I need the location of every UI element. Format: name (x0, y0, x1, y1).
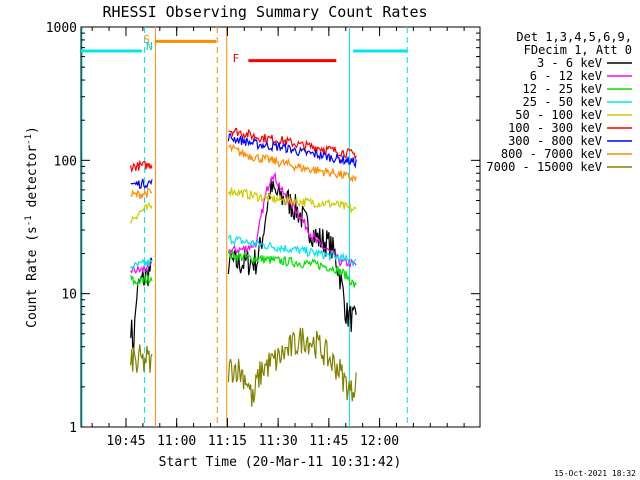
x-tick-label: 11:00 (157, 434, 196, 449)
y-label-part3: ) (25, 126, 40, 134)
series-line (130, 257, 153, 351)
legend-label: 7000 - 15000 keV (486, 160, 602, 174)
series-line (130, 178, 153, 190)
legend-label: 6 - 12 keV (530, 69, 602, 83)
flag-label-n: N (146, 40, 153, 53)
series-2 (130, 249, 357, 288)
series-line (130, 159, 153, 174)
series-line (130, 274, 153, 287)
series-line (227, 327, 357, 407)
y-label-sup2: -1 (24, 134, 34, 145)
legend-label: 300 - 800 keV (508, 134, 602, 148)
y-tick-label: 100 (54, 154, 77, 169)
series-line (227, 235, 357, 267)
y-axis-label: Count Rate (s-1 detector-1) (24, 126, 40, 328)
series-line (227, 178, 357, 332)
series-3 (130, 235, 357, 270)
legend-label: 3 - 6 keV (537, 56, 602, 70)
legend: Det 1,3,4,5,6,9, FDecim 1, Att 0 3 - 6 k… (486, 30, 632, 174)
legend-label: 100 - 300 keV (508, 121, 602, 135)
series-4 (130, 187, 357, 224)
series-7 (130, 143, 357, 200)
series-line (227, 143, 357, 183)
series-line (227, 249, 357, 288)
series-line (227, 133, 357, 169)
y-label-part2: detector (25, 145, 40, 216)
series-6 (130, 133, 357, 190)
series-1 (130, 171, 357, 275)
y-label-part1: Count Rate (s (25, 226, 40, 328)
y-tick-label: 10 (61, 288, 77, 303)
phase-marker-lines (81, 27, 408, 427)
legend-header-line1: Det 1,3,4,5,6,9, (516, 30, 632, 44)
series-line (130, 257, 153, 270)
y-label-sup1: -1 (24, 215, 34, 226)
plot-frame (80, 26, 481, 428)
chart-title: RHESSI Observing Summary Count Rates (102, 3, 427, 21)
footer-date: 15-Oct-2021 18:32 (554, 469, 636, 478)
axis-ticks: 1 10 100 1000 10:45 11:00 11:15 11:30 11:45 12:00 (46, 21, 480, 449)
series-line (130, 201, 153, 224)
x-tick-label: 11:45 (309, 434, 348, 449)
flag-labels: SN F (143, 33, 239, 65)
plot-border (80, 26, 481, 428)
legend-label: 25 - 50 keV (523, 95, 602, 109)
flag-label-s: S (143, 33, 150, 46)
flag-label-f: F (233, 52, 240, 65)
legend-label: 50 - 100 keV (515, 108, 602, 122)
legend-label: 800 - 7000 keV (501, 147, 602, 161)
y-tick-label: 1000 (46, 21, 77, 36)
x-axis-label: Start Time (20-Mar-11 10:31:42) (159, 455, 402, 470)
series-line (228, 127, 357, 161)
status-bars (81, 39, 408, 63)
series-layer (130, 127, 357, 407)
x-tick-label: 11:30 (259, 434, 298, 449)
legend-label: 12 - 25 keV (523, 82, 602, 96)
series-5 (130, 127, 357, 174)
x-tick-label: 12:00 (360, 434, 399, 449)
x-tick-label: 11:15 (208, 434, 247, 449)
legend-header-line2: FDecim 1, Att 0 (524, 43, 632, 57)
series-line (130, 344, 153, 373)
series-line (130, 187, 153, 200)
x-tick-label: 10:45 (106, 434, 145, 449)
series-8 (130, 327, 357, 407)
y-tick-label: 1 (69, 421, 77, 436)
series-line (227, 187, 357, 215)
